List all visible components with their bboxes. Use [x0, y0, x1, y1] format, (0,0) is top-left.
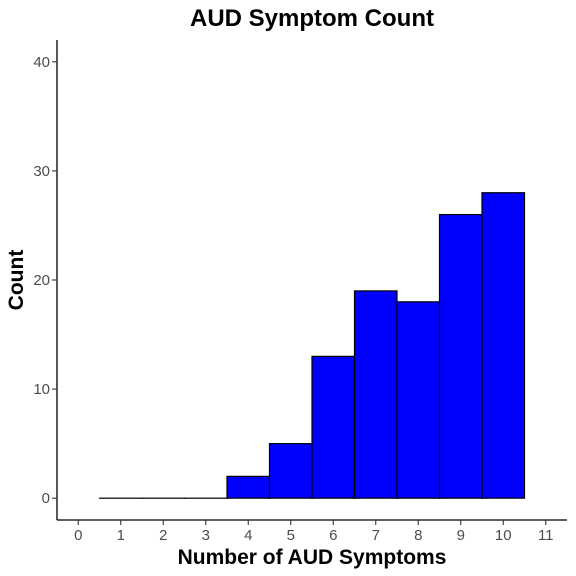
- bar-6: [311, 355, 356, 499]
- y-tick-label: 20: [33, 272, 50, 289]
- x-ticks-group: 0 1 2 3 4 5 6 7 8 9 10 11: [74, 520, 554, 544]
- x-tick-label: 6: [329, 527, 337, 544]
- x-tick-label: 4: [244, 527, 252, 544]
- x-tick-label: 9: [457, 527, 465, 544]
- bar-9: [438, 213, 483, 499]
- bar-7: [353, 290, 398, 499]
- bar-4: [226, 475, 271, 499]
- bar-8: [396, 301, 441, 499]
- x-tick-label: 0: [74, 527, 82, 544]
- x-axis-title: Number of AUD Symptoms: [178, 546, 447, 569]
- x-tick-label: 5: [287, 527, 295, 544]
- x-tick-label: 1: [117, 527, 125, 544]
- x-tick-label: 7: [372, 527, 380, 544]
- bar-5: [268, 443, 313, 499]
- y-tick-label: 0: [42, 490, 50, 507]
- y-axis-title: Count: [5, 250, 28, 311]
- y-tick-label: 40: [33, 54, 50, 71]
- x-tick-label: 10: [495, 527, 512, 544]
- y-ticks-group: 0 10 20 30 40: [33, 54, 57, 507]
- bar-10: [481, 192, 526, 499]
- x-tick-label: 3: [202, 527, 210, 544]
- x-tick-label: 8: [414, 527, 422, 544]
- y-tick-label: 30: [33, 163, 50, 180]
- x-tick-label: 11: [538, 527, 554, 544]
- chart-title: AUD Symptom Count: [190, 5, 434, 32]
- x-tick-label: 2: [159, 527, 167, 544]
- bars-group: [98, 192, 526, 499]
- y-tick-label: 10: [33, 381, 50, 398]
